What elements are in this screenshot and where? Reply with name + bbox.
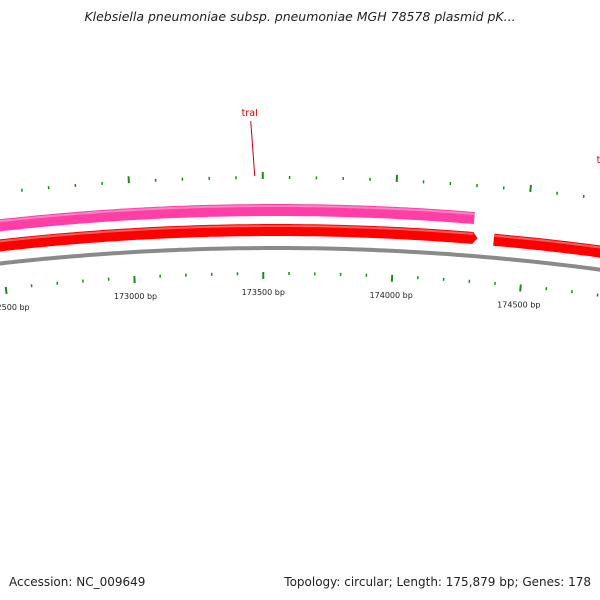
gene-labels: traI traX (242, 108, 600, 177)
gene-traX[interactable] (493, 233, 600, 258)
inner-tick (519, 284, 522, 292)
inner-tick-marks (4, 272, 599, 297)
gene-highlight (0, 205, 475, 223)
accession-text: Accession: NC_009649 (9, 575, 146, 589)
topology-summary: Topology: circular; Length: 175,879 bp; … (284, 575, 591, 589)
gene-track (0, 204, 600, 258)
tick-labels: 172500 bp 173000 bp 173500 bp 174000 bp 1745… (0, 288, 540, 312)
label-leader (250, 121, 256, 177)
gene-traI[interactable] (0, 204, 475, 234)
gene-segment-0[interactable] (0, 224, 478, 254)
tick-label: 173500 bp (242, 288, 285, 297)
tick-label: 174000 bp (370, 291, 413, 300)
inner-tick (4, 286, 8, 295)
gene-highlight (0, 225, 474, 243)
outer-tick (529, 184, 532, 193)
gene-highlight (494, 234, 600, 249)
gene-label-traI[interactable]: traI (242, 108, 258, 119)
map-title: Klebsiella pneumoniae subsp. pneumoniae … (84, 9, 516, 24)
tick-label: 173000 bp (114, 292, 157, 301)
tick-label: 174500 bp (497, 300, 540, 309)
outer-tick-marks (21, 172, 585, 199)
tick-label: 172500 bp (0, 303, 30, 312)
gene-label-traX[interactable]: traX (597, 155, 600, 166)
backbone-track (0, 246, 600, 272)
